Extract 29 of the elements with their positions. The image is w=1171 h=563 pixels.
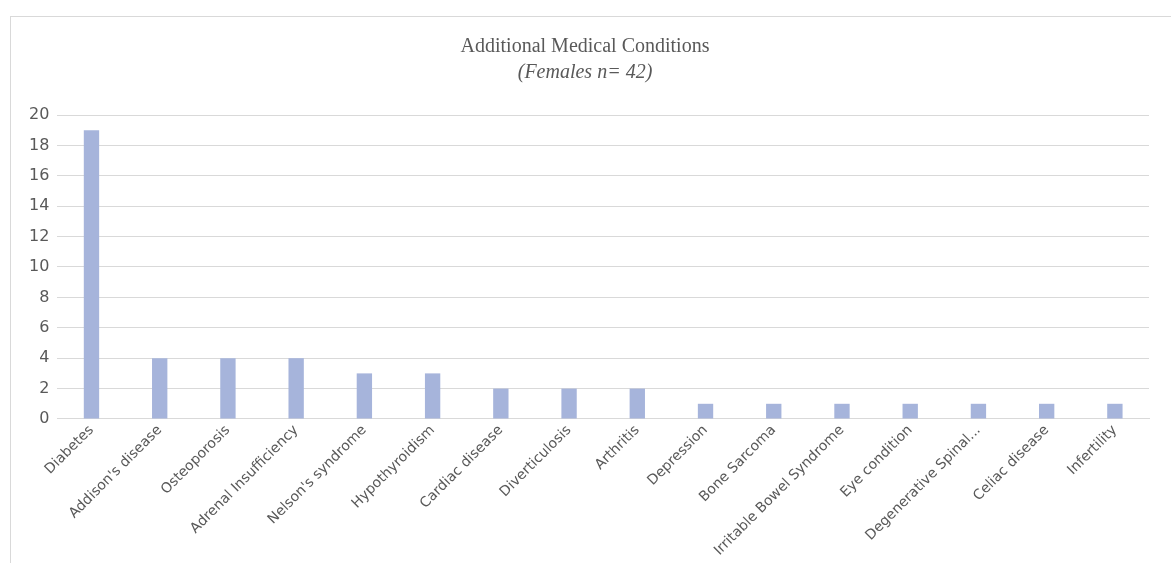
bar <box>834 403 850 419</box>
y-tick-label: 16 <box>29 164 50 184</box>
chart-title: Additional Medical Conditions <box>460 34 710 57</box>
y-tick-label: 4 <box>39 347 50 367</box>
bar <box>220 358 236 419</box>
y-tick-label: 14 <box>29 195 50 215</box>
bar <box>766 403 782 419</box>
bar <box>83 130 100 419</box>
bar <box>288 358 304 419</box>
bar <box>356 373 373 419</box>
y-tick-label: 20 <box>29 104 50 124</box>
y-tick-label: 10 <box>29 256 50 276</box>
bar <box>561 388 577 419</box>
y-tick-label: 8 <box>39 286 50 306</box>
bar <box>697 403 714 419</box>
bar <box>902 403 918 419</box>
bar <box>493 388 509 419</box>
y-tick-label: 18 <box>29 134 50 154</box>
y-tick-label: 6 <box>39 316 50 336</box>
bar <box>1038 403 1055 419</box>
bar <box>152 358 168 419</box>
chart-subtitle: (Females n= 42) <box>517 60 653 84</box>
bar <box>424 373 441 419</box>
y-tick-label: 12 <box>29 225 50 245</box>
y-tick-label: 2 <box>39 377 50 397</box>
bar <box>1107 403 1123 419</box>
bar <box>629 388 645 419</box>
bar <box>970 403 987 419</box>
y-tick-label: 0 <box>39 408 50 428</box>
